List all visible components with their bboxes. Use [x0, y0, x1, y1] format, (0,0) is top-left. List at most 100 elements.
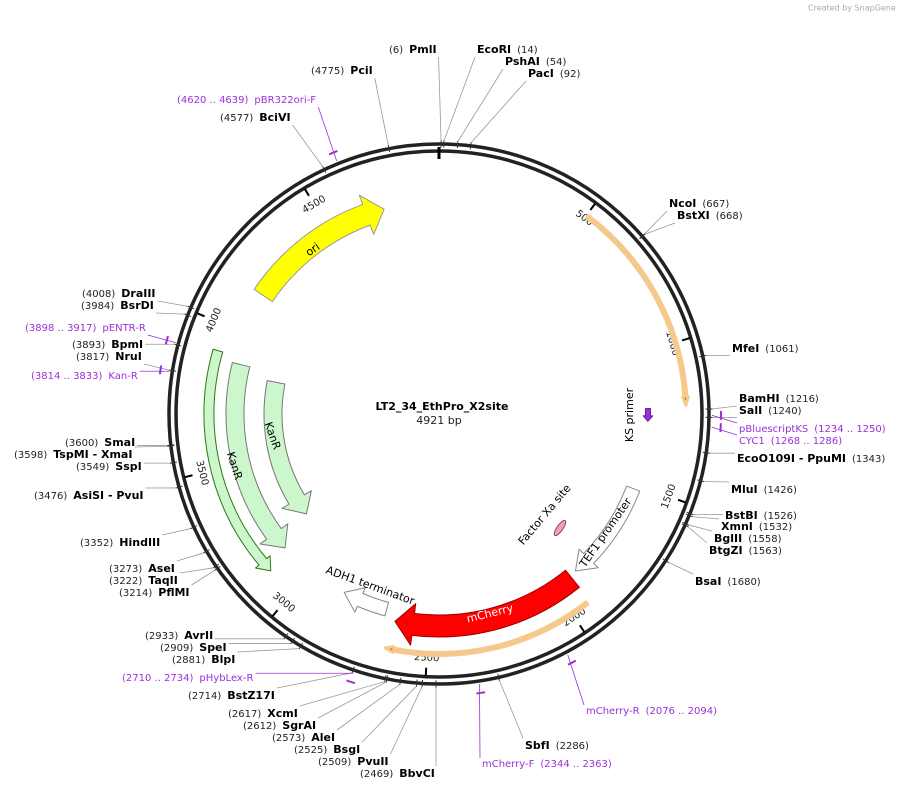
site-mark — [351, 666, 355, 674]
site-position: (668) — [716, 211, 743, 222]
site-mark — [682, 521, 690, 526]
site-label: (4620 .. 4639) pBR322ori-F — [177, 95, 316, 106]
primer-mark — [158, 365, 163, 375]
site-name: CYC1 — [739, 436, 765, 447]
site-mark — [681, 523, 689, 528]
site-name: BciVI — [259, 111, 290, 124]
site-name: SpeI — [199, 641, 226, 654]
site-position: (92) — [560, 69, 581, 80]
site-name: PvuII — [357, 755, 388, 768]
site-label: MfeI (1061) — [732, 342, 799, 355]
site-label: (2617) XcmI — [228, 707, 298, 720]
site-mark — [290, 637, 296, 645]
site-position: (1526) — [764, 511, 797, 522]
site-position: (1240) — [768, 406, 801, 417]
tick-mark — [589, 203, 596, 211]
site-name: BpmI — [111, 338, 143, 351]
site-position: (2344 .. 2363) — [540, 759, 612, 770]
site-label: (3549) SspI — [76, 460, 142, 473]
site-position: (54) — [546, 57, 567, 68]
pointer-line — [711, 426, 738, 436]
pointer-line — [374, 77, 389, 146]
site-name: SbfI — [525, 739, 550, 752]
site-mark — [384, 675, 387, 683]
pointer-line — [317, 681, 387, 719]
site-name: pENTR-R — [102, 323, 145, 334]
site-name: NruI — [115, 350, 142, 363]
primer-mark — [164, 335, 169, 345]
site-name: BsrDI — [120, 299, 154, 312]
primer-mark — [328, 150, 338, 156]
site-label: (3600) SmaI — [65, 436, 135, 449]
pointer-line — [162, 528, 192, 536]
pointer-line — [644, 210, 668, 235]
feature-kanr — [225, 361, 289, 549]
site-position: (3898 .. 3917) — [25, 323, 97, 334]
site-mark — [385, 675, 389, 683]
site-label: CYC1 (1268 .. 1286) — [739, 436, 842, 447]
site-position: (1532) — [759, 522, 792, 533]
site-label: (2573) AleI — [272, 731, 335, 744]
site-label: (3222) TaqII — [109, 574, 178, 587]
site-label: BamHI (1216) — [739, 392, 819, 405]
site-position: (1426) — [764, 485, 797, 496]
site-name: Kan-R — [108, 371, 137, 382]
site-name: PflMI — [158, 586, 189, 599]
site-name: SmaI — [104, 436, 135, 449]
pointer-line — [498, 680, 524, 739]
pointer-line — [687, 526, 708, 544]
feature-factor-xa — [553, 519, 567, 537]
feature-misc — [585, 214, 690, 407]
pointer-line — [438, 56, 442, 142]
site-label: XmnI (1532) — [721, 520, 792, 533]
site-position: (1558) — [748, 534, 781, 545]
site-label: (3814 .. 3833) Kan-R — [31, 371, 138, 382]
site-position: (2881) — [172, 655, 205, 666]
site-label: SbfI (2286) — [525, 739, 589, 752]
site-name: PacI — [528, 67, 554, 80]
tick-mark — [579, 624, 586, 633]
site-position: (4775) — [311, 66, 344, 77]
site-position: (2710 .. 2734) — [122, 673, 194, 684]
site-name: BamHI — [739, 392, 780, 405]
pointer-line — [143, 363, 170, 371]
site-position: (1268 .. 1286) — [771, 436, 843, 447]
site-name: PmlI — [409, 43, 436, 56]
site-label: (3352) HindIII — [80, 536, 160, 549]
pointer-line — [361, 685, 417, 743]
primer-mark — [346, 679, 356, 685]
site-name: MluI — [731, 483, 758, 496]
site-mark — [497, 673, 500, 681]
site-position: (2076 .. 2094) — [646, 706, 718, 717]
site-position: (3214) — [119, 588, 152, 599]
site-position: (3549) — [76, 462, 109, 473]
site-position: (2525) — [294, 745, 327, 756]
pointer-line — [147, 334, 176, 343]
site-mark — [298, 642, 304, 650]
feature-label: KS primer — [623, 387, 636, 442]
site-position: (3817) — [76, 352, 109, 363]
site-name: BstZ17I — [227, 689, 275, 702]
site-position: (3814 .. 3833) — [31, 371, 103, 382]
site-label: (3214) PflMI — [119, 586, 190, 599]
pointer-line — [134, 445, 168, 448]
site-label: BglII (1558) — [714, 532, 782, 545]
site-label: (6) PmlI — [389, 43, 437, 56]
site-name: pHybLex-R — [199, 673, 253, 684]
site-label: (2909) SpeI — [160, 641, 227, 654]
site-name: SgrAI — [282, 719, 316, 732]
primer-mark — [567, 659, 577, 666]
pointer-line — [479, 683, 481, 759]
site-name: SspI — [115, 460, 141, 473]
site-name: mCherry-R — [586, 706, 640, 717]
site-mark — [167, 444, 175, 447]
site-mark — [662, 558, 669, 563]
site-label: PacI (92) — [528, 67, 580, 80]
site-position: (3352) — [80, 538, 113, 549]
site-label: (4577) BciVI — [220, 111, 291, 124]
site-label: (3898 .. 3917) pENTR-R — [25, 323, 146, 334]
site-mark — [212, 563, 220, 569]
site-position: (1061) — [765, 344, 798, 355]
site-position: (3222) — [109, 576, 142, 587]
